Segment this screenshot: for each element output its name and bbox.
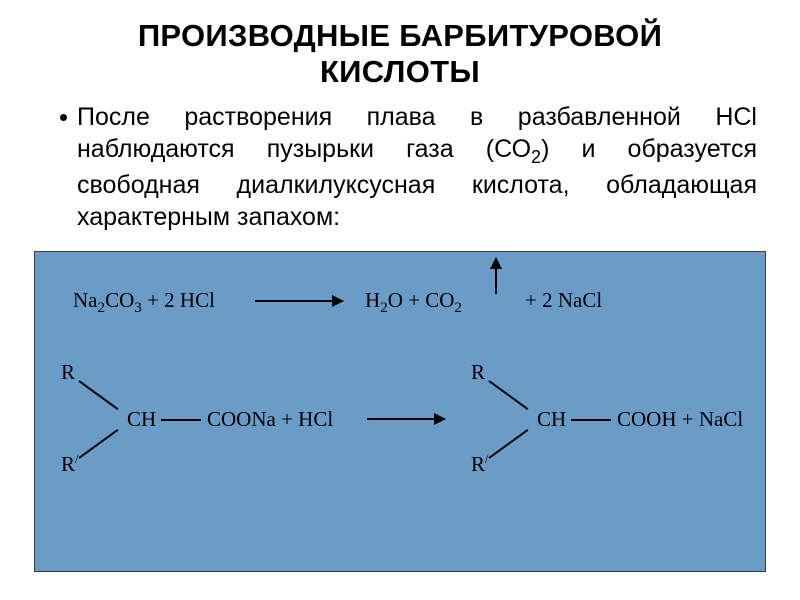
title-line-1: ПРОИЗВОДНЫЕ БАРБИТУРОВОЙ	[138, 18, 662, 53]
left-R-bot: R/	[61, 452, 79, 477]
title-line-2: КИСЛОТЫ	[320, 54, 480, 89]
bond-icon	[488, 381, 528, 411]
bond-icon	[78, 381, 118, 411]
bond-icon	[571, 419, 611, 421]
bullet-icon	[60, 114, 67, 121]
right-tail: COOH + NaCl	[617, 407, 743, 432]
right-R-bot: R/	[471, 452, 489, 477]
right-R-top: R	[471, 360, 485, 385]
right-CH: CH	[537, 407, 566, 432]
bond-icon	[488, 429, 528, 459]
left-R-top: R	[61, 360, 75, 385]
eq1-lhs: Na2CO3 + 2 HCl	[73, 288, 215, 317]
eq1-rhs-a: H2O + CO2	[365, 288, 462, 317]
reaction-panel: Na2CO3 + 2 HCl H2O + CO2 + 2 NaCl R R/ C…	[34, 251, 766, 572]
eq1-tail: + 2 NaCl	[525, 288, 602, 313]
eq1-arrow-icon	[255, 300, 343, 302]
left-CH: CH	[127, 407, 156, 432]
body-paragraph: После растворения плава в разбавленной H…	[77, 101, 757, 233]
bond-icon	[78, 429, 118, 459]
gas-up-arrow-icon	[495, 258, 497, 294]
body-block: После растворения плава в разбавленной H…	[34, 101, 766, 233]
slide-title: ПРОИЗВОДНЫЕ БАРБИТУРОВОЙ КИСЛОТЫ	[34, 18, 766, 89]
bond-icon	[161, 419, 201, 421]
left-tail: COONa + HCl	[207, 407, 333, 432]
struct-arrow-icon	[367, 418, 445, 420]
